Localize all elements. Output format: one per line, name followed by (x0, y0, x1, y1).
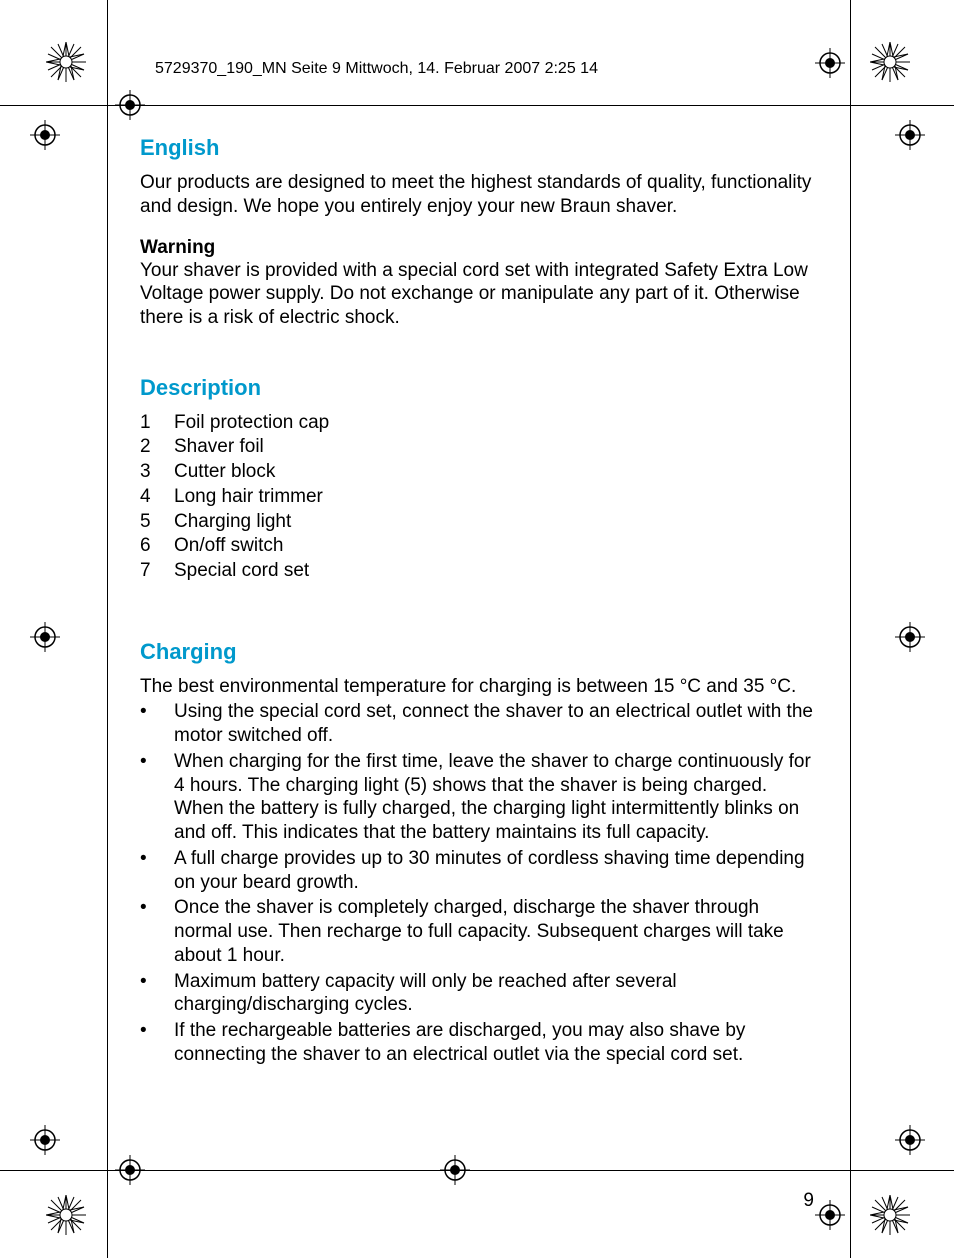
list-item: •Using the special cord set, connect the… (140, 700, 820, 748)
heading-description: Description (140, 375, 820, 401)
item-text: If the rechargeable batteries are discha… (174, 1019, 820, 1067)
item-text: A full charge provides up to 30 minutes … (174, 847, 820, 895)
page-content: English Our products are designed to mee… (140, 135, 820, 1069)
list-item: •Once the shaver is completely charged, … (140, 896, 820, 967)
item-text: Special cord set (174, 559, 309, 584)
page-header: 5729370_190_MN Seite 9 Mittwoch, 14. Feb… (155, 60, 598, 78)
warning-label: Warning (140, 237, 215, 258)
crosshair-icon (815, 1200, 845, 1230)
list-item: 2Shaver foil (140, 435, 820, 460)
list-item: 6On/off switch (140, 534, 820, 559)
crop-line-left (107, 0, 108, 1258)
item-number: 4 (140, 485, 174, 510)
list-item: 7Special cord set (140, 559, 820, 584)
crosshair-icon (815, 48, 845, 78)
crosshair-icon (30, 622, 60, 652)
item-number: 5 (140, 510, 174, 535)
bullet-icon: • (140, 700, 174, 748)
list-item: 1Foil protection cap (140, 411, 820, 436)
item-number: 3 (140, 460, 174, 485)
item-text: Long hair trimmer (174, 485, 323, 510)
list-item: 4Long hair trimmer (140, 485, 820, 510)
list-item: 5Charging light (140, 510, 820, 535)
bullet-icon: • (140, 970, 174, 1018)
crosshair-icon (440, 1155, 470, 1185)
list-item: •A full charge provides up to 30 minutes… (140, 847, 820, 895)
bullet-icon: • (140, 1019, 174, 1067)
registration-mark-icon (46, 42, 86, 82)
bullet-icon: • (140, 750, 174, 845)
item-text: Charging light (174, 510, 291, 535)
crosshair-icon (115, 90, 145, 120)
bullet-icon: • (140, 847, 174, 895)
registration-mark-icon (870, 1195, 910, 1235)
crosshair-icon (30, 1125, 60, 1155)
item-number: 7 (140, 559, 174, 584)
crop-line-right (850, 0, 851, 1258)
registration-mark-icon (46, 1195, 86, 1235)
item-text: On/off switch (174, 534, 283, 559)
item-text: When charging for the first time, leave … (174, 750, 820, 845)
list-item: •If the rechargeable batteries are disch… (140, 1019, 820, 1067)
item-number: 6 (140, 534, 174, 559)
item-text: Using the special cord set, connect the … (174, 700, 820, 748)
charging-intro: The best environmental temperature for c… (140, 675, 820, 699)
crosshair-icon (895, 1125, 925, 1155)
heading-english: English (140, 135, 820, 161)
registration-mark-icon (870, 42, 910, 82)
item-text: Foil protection cap (174, 411, 329, 436)
warning-text: Your shaver is provided with a special c… (140, 259, 820, 330)
item-text: Shaver foil (174, 435, 264, 460)
charging-list: •Using the special cord set, connect the… (140, 700, 820, 1066)
item-text: Once the shaver is completely charged, d… (174, 896, 820, 967)
list-item: 3Cutter block (140, 460, 820, 485)
crosshair-icon (30, 120, 60, 150)
item-text: Maximum battery capacity will only be re… (174, 970, 820, 1018)
item-number: 1 (140, 411, 174, 436)
crosshair-icon (115, 1155, 145, 1185)
crosshair-icon (895, 622, 925, 652)
list-item: •When charging for the first time, leave… (140, 750, 820, 845)
heading-charging: Charging (140, 639, 820, 665)
intro-text: Our products are designed to meet the hi… (140, 171, 820, 219)
bullet-icon: • (140, 896, 174, 967)
description-list: 1Foil protection cap 2Shaver foil 3Cutte… (140, 411, 820, 584)
crosshair-icon (895, 120, 925, 150)
item-text: Cutter block (174, 460, 275, 485)
page-number: 9 (803, 1190, 814, 1212)
item-number: 2 (140, 435, 174, 460)
list-item: •Maximum battery capacity will only be r… (140, 970, 820, 1018)
